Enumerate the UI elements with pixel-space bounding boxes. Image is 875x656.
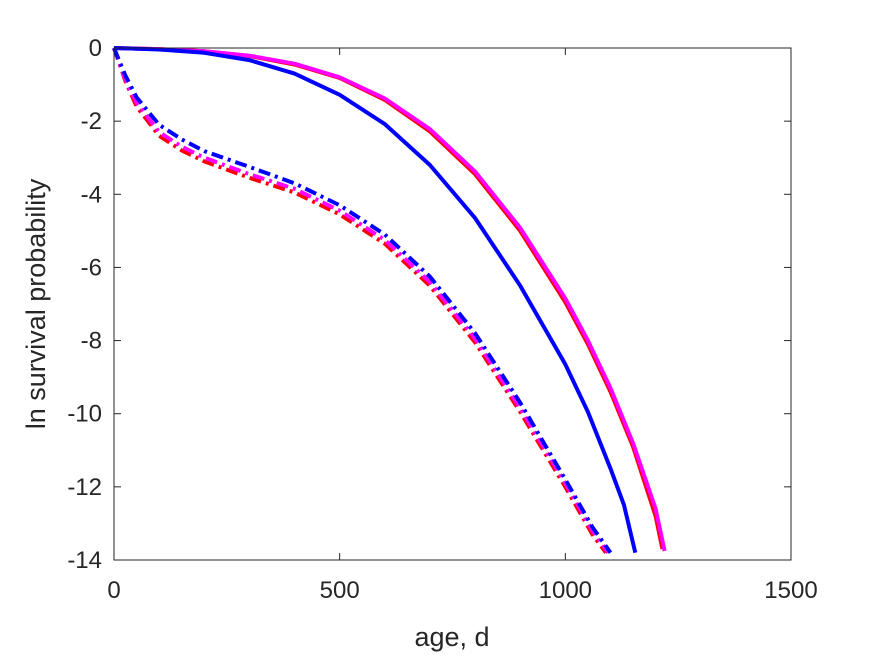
y-tick-label: -2 (81, 108, 102, 135)
axes-box (113, 47, 792, 561)
x-tick-label: 1500 (764, 577, 817, 604)
series-line-3 (113, 46, 638, 554)
series-line-6 (112, 47, 613, 554)
series-layer (112, 46, 667, 554)
y-tick-label: -8 (81, 328, 102, 355)
plot-area (114, 48, 791, 560)
x-axis-label: age, d (414, 622, 489, 652)
y-tick-label: -10 (67, 401, 102, 428)
y-tick-label: 0 (89, 35, 102, 62)
y-axis-label: ln survival probability (21, 178, 51, 429)
tick-layer: 0 500 1000 1500 0 -2 -4 -6 -8 -10 -12 -14 (67, 35, 817, 604)
y-tick-label: -14 (67, 547, 102, 574)
x-tick-label: 0 (107, 577, 120, 604)
series-line-5 (112, 47, 610, 554)
y-tick-label: -4 (81, 181, 102, 208)
series-line-2 (113, 46, 667, 552)
y-tick-label: -12 (67, 474, 102, 501)
x-tick-label: 500 (320, 577, 360, 604)
y-tick-label: -6 (81, 254, 102, 281)
x-tick-label: 1000 (539, 577, 592, 604)
